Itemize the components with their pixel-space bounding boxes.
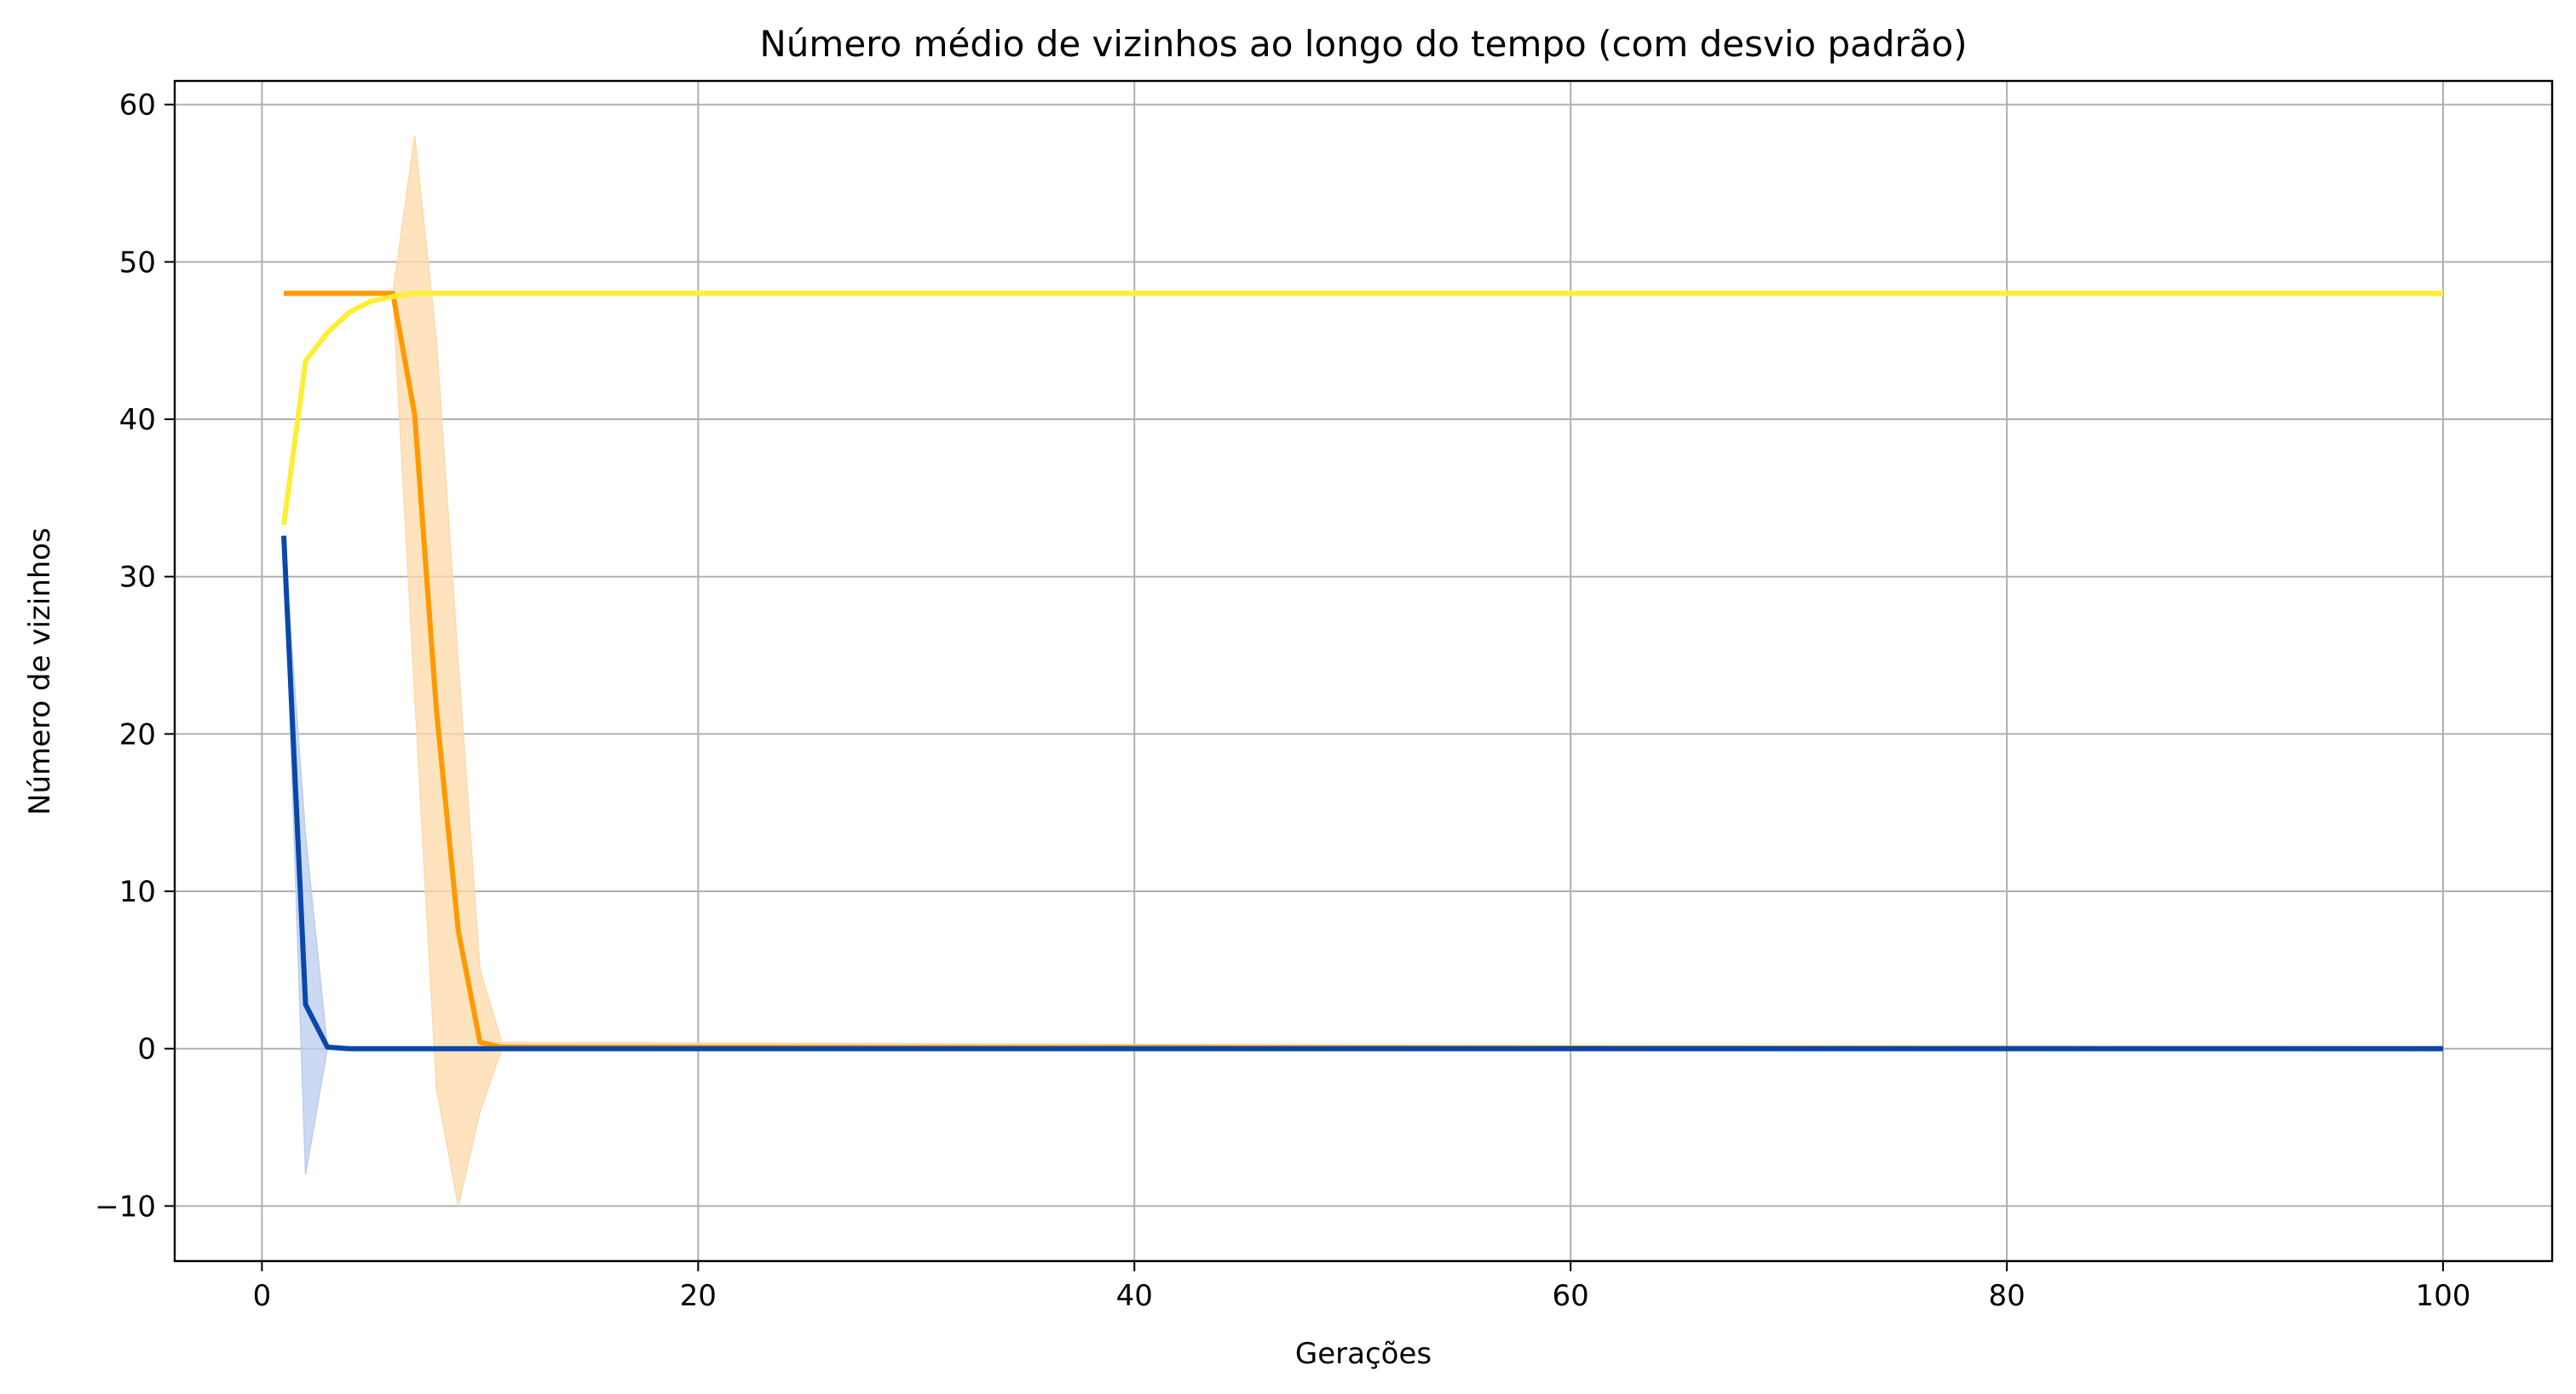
x-axis-label: Gerações	[1295, 1337, 1432, 1371]
y-tick-label: −10	[95, 1190, 156, 1224]
plot-frame	[173, 79, 2554, 1263]
x-tick-label: 40	[1116, 1279, 1153, 1313]
y-tick-label: 40	[119, 403, 156, 437]
y-tick-label: 0	[137, 1033, 156, 1067]
x-tick-label: 80	[1988, 1279, 2025, 1313]
y-tick-label: 50	[119, 245, 156, 279]
grid	[175, 81, 2552, 1261]
series-1-line	[281, 291, 2443, 526]
y-tick-label: 60	[119, 89, 156, 123]
series-2-line	[281, 535, 2443, 1051]
x-tick-label: 0	[253, 1279, 272, 1313]
y-axis: −10 0 10 20 30 40 50 60	[95, 89, 175, 1224]
chart-title: Número médio de vizinhos ao longo do tem…	[759, 23, 1967, 65]
y-tick-label: 30	[119, 561, 156, 595]
series-0-line	[284, 291, 2444, 1051]
y-tick-label: 20	[119, 717, 156, 752]
x-tick-label: 100	[2416, 1279, 2471, 1313]
series-2-std-band	[283, 535, 2443, 1175]
x-tick-label: 20	[680, 1279, 717, 1313]
series-lines	[281, 291, 2444, 1051]
x-tick-label: 60	[1553, 1279, 1589, 1313]
y-tick-label: 10	[119, 875, 156, 909]
x-axis: 0 20 40 60 80 100	[253, 1261, 2471, 1313]
y-axis-label: Número de vizinhos	[23, 527, 57, 815]
